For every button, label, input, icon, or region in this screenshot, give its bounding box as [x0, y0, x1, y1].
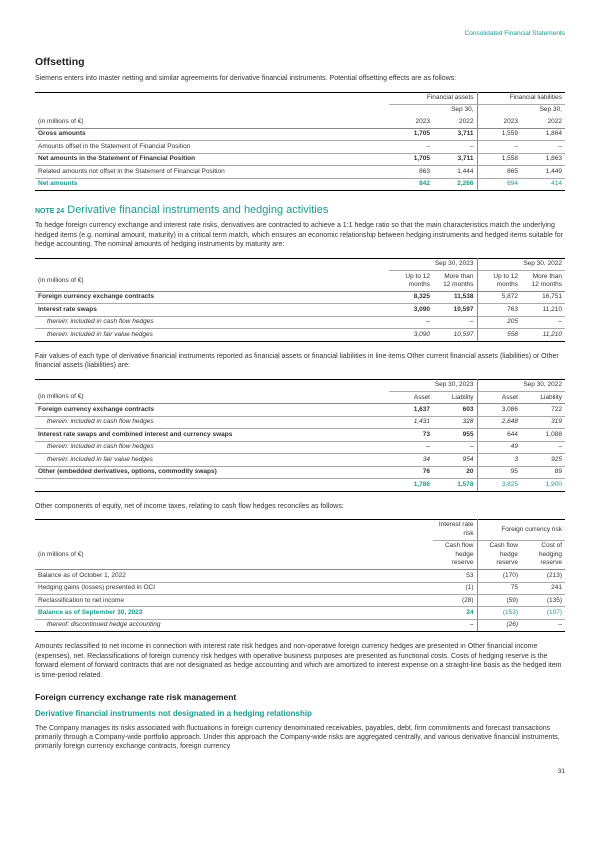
table-row: Related amounts not offset in the Statem… [35, 166, 565, 178]
table-row: Interest rate swaps and combined interes… [35, 429, 565, 441]
table-row: therein: included in cash flow hedges––4… [35, 441, 565, 453]
note-title-text: Derivative financial instruments and hed… [67, 204, 328, 216]
table-row: Foreign currency exchange contracts8,325… [35, 291, 565, 303]
note-label: NOTE 24 [35, 208, 64, 215]
fx-para: The Company manages its risks associated… [35, 724, 565, 752]
page-number: 31 [35, 768, 565, 776]
fairvalue-table: Sep 30, 2023 Sep 30, 2022 (in millions o… [35, 379, 565, 492]
offsetting-title: Offsetting [35, 56, 565, 70]
table-row: 1,7861,5783,8251,900 [35, 479, 565, 491]
note24-para4: Amounts reclassified to net income in co… [35, 642, 565, 680]
date-label: Sep 30, [477, 104, 565, 116]
table-row: Balance as of October 1, 202253(170)(213… [35, 570, 565, 582]
table-row: therein: included in cash flow hedges––2… [35, 316, 565, 328]
table-row: Net amounts in the Statement of Financia… [35, 153, 565, 165]
table-row: thereof: discontinued hedge accounting–(… [35, 619, 565, 631]
col-group: Financial assets [389, 92, 477, 104]
note24-heading: NOTE 24 Derivative financial instruments… [35, 203, 565, 217]
note24-para3: Other components of equity, net of incom… [35, 502, 565, 511]
note24-para2: Fair values of each type of derivative f… [35, 352, 565, 371]
table-row: therein: included in fair value hedges34… [35, 454, 565, 466]
table-row: Balance as of September 30, 202324(153)(… [35, 607, 565, 619]
table-row: Reclassification to net income(28)(59)(1… [35, 595, 565, 607]
offsetting-intro: Siemens enters into master netting and s… [35, 74, 565, 83]
table-row: Net amounts8422,266694414 [35, 178, 565, 190]
table-row: Interest rate swaps3,09010,59776311,210 [35, 304, 565, 316]
table-row: therein: included in cash flow hedges1,4… [35, 416, 565, 428]
doc-header: Consolidated Financial Statements [35, 30, 565, 38]
col-group: Financial liabilities [477, 92, 565, 104]
equity-table: Interest rate risk Foreign currency risk… [35, 519, 565, 632]
table-row: Foreign currency exchange contracts1,637… [35, 404, 565, 416]
offsetting-table: Financial assets Financial liabilities S… [35, 92, 565, 192]
unit-label: (in millions of €) [35, 116, 389, 128]
table-row: Other (embedded derivatives, options, co… [35, 466, 565, 478]
note24-para1: To hedge foreign currency exchange and i… [35, 221, 565, 249]
table-row: Hedging gains (losses) presented in OCI(… [35, 582, 565, 594]
fx-subtitle: Derivative financial instruments not des… [35, 709, 565, 719]
fx-title: Foreign currency exchange rate risk mana… [35, 692, 565, 703]
date-label: Sep 30, [389, 104, 477, 116]
maturity-table: Sep 30, 2023 Sep 30, 2022 (in millions o… [35, 258, 565, 342]
table-row: Amounts offset in the Statement of Finan… [35, 141, 565, 153]
table-row: therein: included in fair value hedges3,… [35, 329, 565, 341]
table-row: Gross amounts1,7053,7111,5591,864 [35, 128, 565, 140]
